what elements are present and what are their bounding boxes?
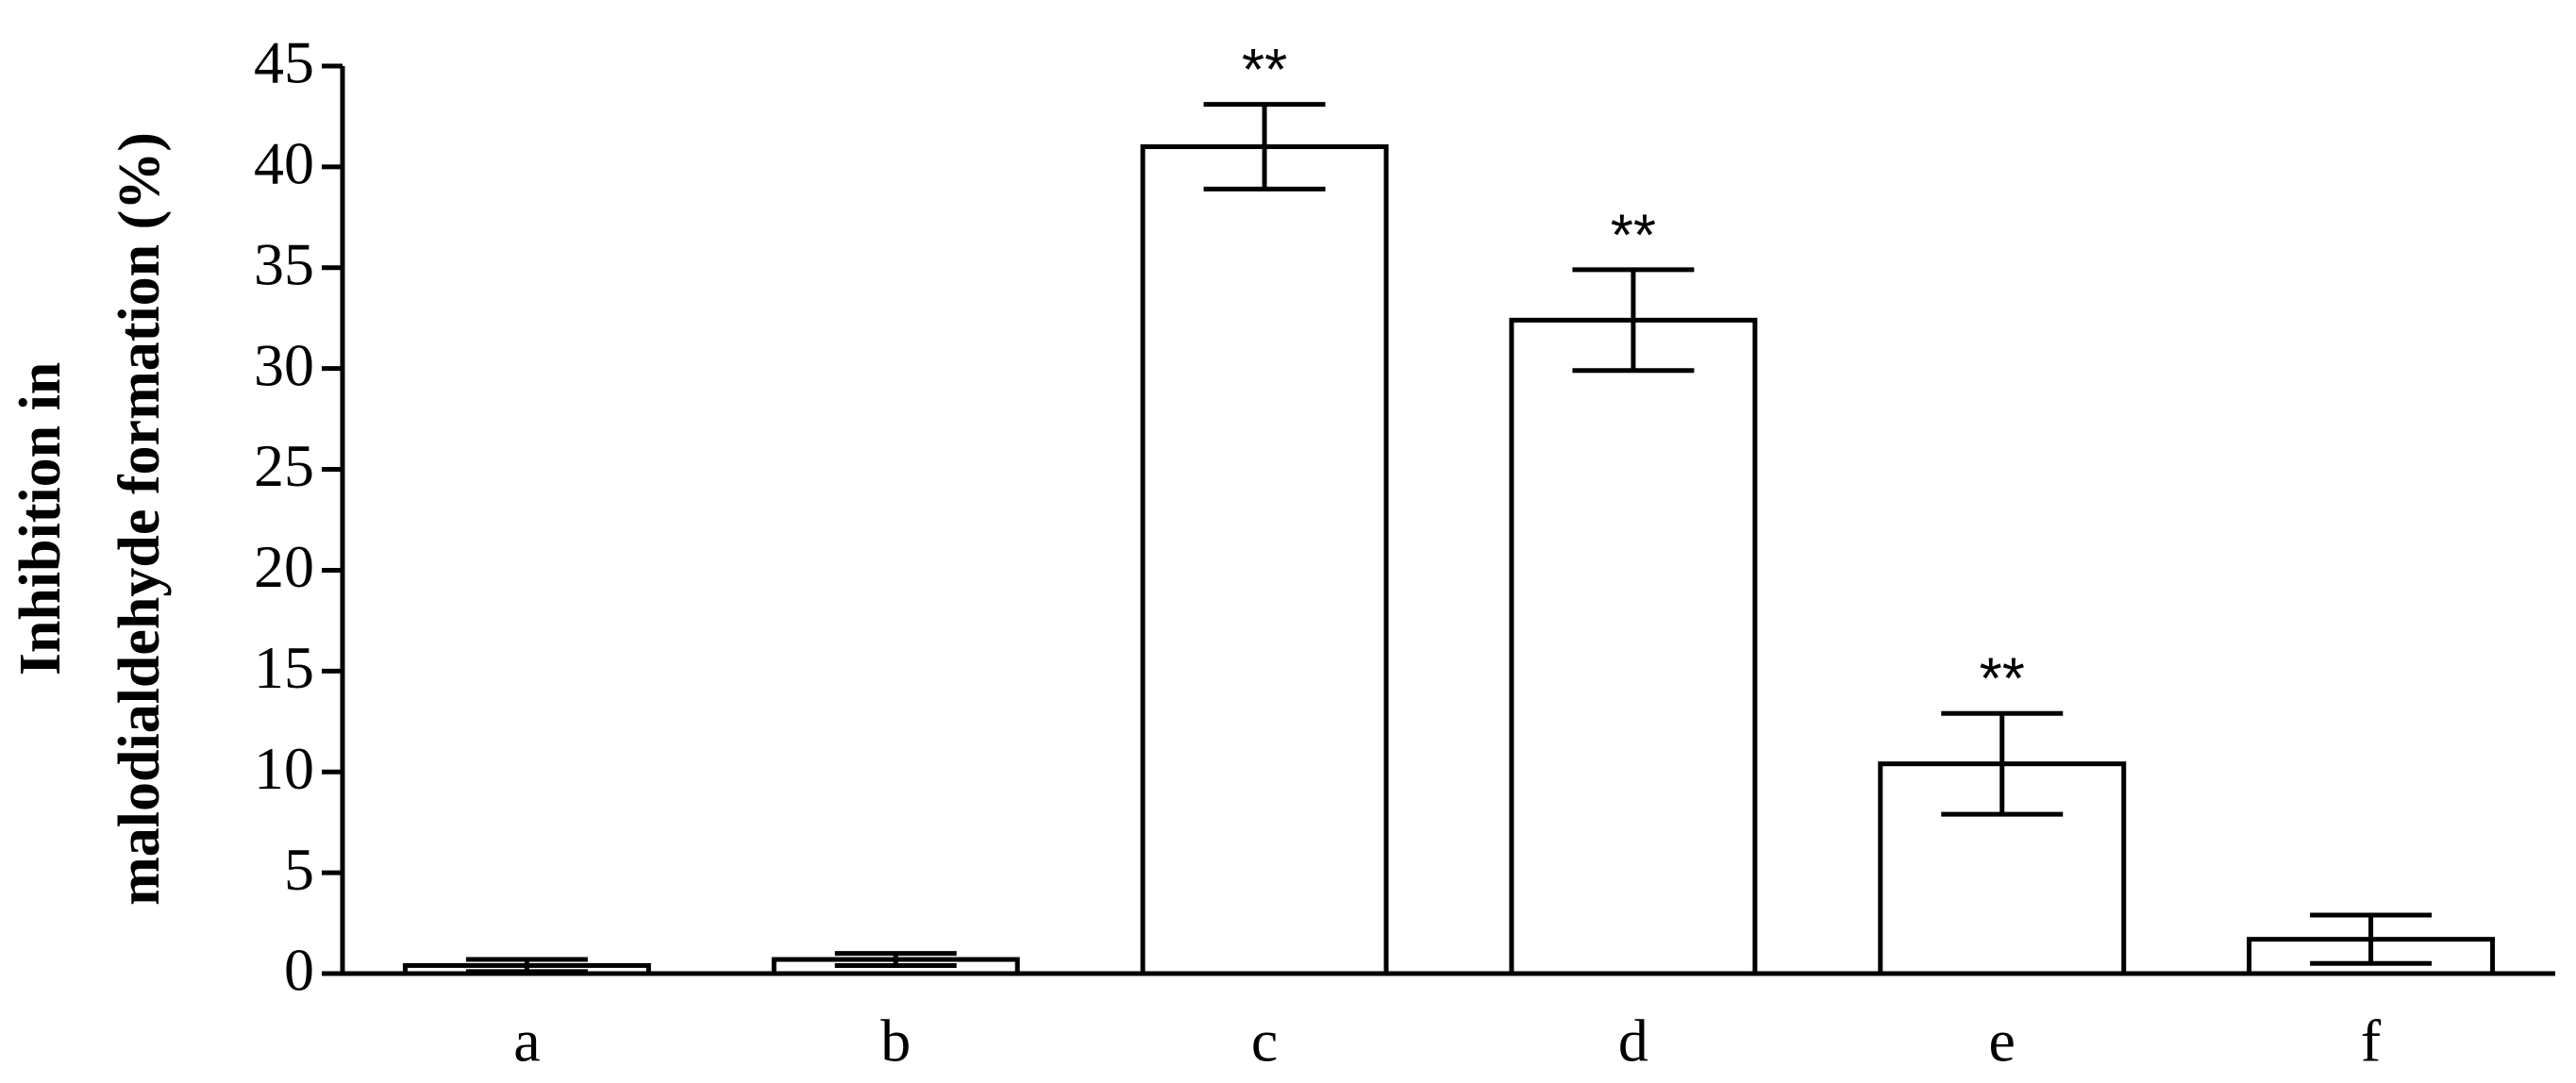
significance-label: ** bbox=[1611, 203, 1656, 268]
significance-label: ** bbox=[1980, 647, 2025, 712]
x-tick-label: c bbox=[1251, 1008, 1278, 1075]
x-tick-label: a bbox=[513, 1008, 540, 1075]
significance-label: ** bbox=[1242, 38, 1287, 103]
y-tick-label: 10 bbox=[254, 735, 314, 802]
error-bar bbox=[1203, 102, 1326, 192]
y-tick-label: 25 bbox=[254, 432, 314, 499]
error-bar bbox=[1941, 710, 2064, 817]
y-tick-label: 45 bbox=[254, 29, 314, 96]
error-bar bbox=[834, 951, 957, 968]
bar bbox=[1509, 317, 1758, 976]
y-tick-label: 40 bbox=[254, 130, 314, 197]
y-tick-label: 30 bbox=[254, 331, 314, 398]
error-bar bbox=[2310, 912, 2433, 966]
x-tick-label: b bbox=[880, 1008, 911, 1075]
x-tick-label: f bbox=[2361, 1008, 2382, 1075]
bar bbox=[1140, 144, 1389, 976]
y-tick-label: 5 bbox=[284, 836, 314, 903]
y-tick-label: 15 bbox=[254, 634, 314, 701]
y-tick-label: 0 bbox=[284, 937, 314, 1004]
y-tick-label: 35 bbox=[254, 230, 314, 297]
y-tick-label: 20 bbox=[254, 533, 314, 600]
x-tick-label: d bbox=[1618, 1008, 1648, 1075]
x-tick-label: e bbox=[1989, 1008, 2016, 1075]
error-bar bbox=[1572, 267, 1695, 374]
y-label-line: malodialdehyde formation (%) bbox=[108, 132, 172, 906]
y-label-line: Inhibition in bbox=[8, 362, 73, 676]
y-axis-title: Inhibition in malodialdehyde formation (… bbox=[8, 132, 172, 906]
